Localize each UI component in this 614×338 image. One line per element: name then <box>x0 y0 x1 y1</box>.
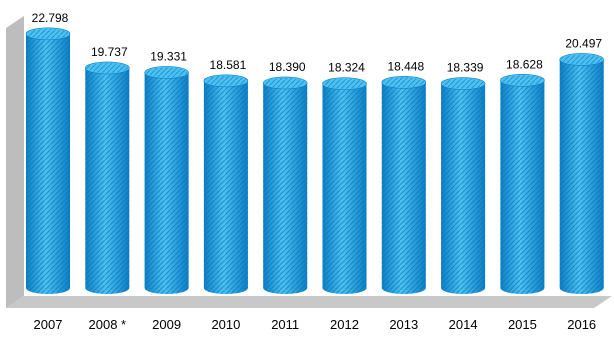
x-tick-label: 2014 <box>449 317 478 332</box>
x-tick-label: 2012 <box>330 317 359 332</box>
bar-texture <box>322 83 367 294</box>
data-label: 20.497 <box>565 36 602 50</box>
chart-labels: 22.798 2007 19.737 2008 * 19.331 2009 18.581 20… <box>32 11 603 332</box>
data-label: 18.448 <box>387 59 424 73</box>
bar-texture <box>381 82 426 294</box>
bar <box>322 77 367 294</box>
bar <box>559 53 605 294</box>
bar-top-texture <box>560 54 603 65</box>
data-label: 18.339 <box>447 61 484 75</box>
bar-top-texture <box>323 78 366 89</box>
bar-texture <box>559 59 604 294</box>
data-label: 19.331 <box>150 49 187 63</box>
bar <box>500 74 545 294</box>
bar <box>144 66 189 294</box>
bar-texture <box>144 72 189 294</box>
x-tick-label: 2009 <box>152 317 181 332</box>
bar-texture <box>441 83 486 294</box>
data-label: 18.324 <box>328 61 365 75</box>
bar-texture <box>203 80 248 294</box>
data-label: 18.628 <box>506 57 543 71</box>
bar-top-texture <box>145 67 188 78</box>
x-tick-label: 2016 <box>567 317 596 332</box>
x-tick-label: 2011 <box>271 317 299 332</box>
data-label: 18.390 <box>269 60 306 74</box>
data-label: 19.737 <box>91 45 128 59</box>
bar-top-texture <box>442 78 485 89</box>
bar-texture <box>263 82 308 294</box>
x-tick-label: 2007 <box>34 317 63 332</box>
bar-texture <box>85 67 130 294</box>
bar <box>25 27 71 295</box>
bar <box>85 61 130 294</box>
bar-top-texture <box>382 77 425 88</box>
bar <box>381 76 427 294</box>
bar-top-texture <box>86 62 129 73</box>
bar-top-texture <box>501 75 544 86</box>
bar-top-texture <box>27 28 69 39</box>
chart-bars <box>25 27 605 295</box>
chart-axes <box>6 16 612 308</box>
bar-texture <box>500 80 545 294</box>
chart-floor <box>6 296 612 308</box>
data-label: 22.798 <box>32 11 69 25</box>
x-tick-label: 2015 <box>508 317 537 332</box>
bar <box>440 77 486 294</box>
bar <box>203 74 249 294</box>
bar <box>262 76 308 294</box>
bar-top-texture <box>204 75 247 86</box>
x-tick-label: 2013 <box>389 317 418 332</box>
x-tick-label: 2008 * <box>89 317 127 332</box>
chart-back-wall <box>6 16 24 308</box>
data-label: 18.581 <box>210 58 247 72</box>
bar-top-texture <box>264 77 307 88</box>
bar-texture <box>26 33 70 295</box>
x-tick-label: 2010 <box>211 317 240 332</box>
